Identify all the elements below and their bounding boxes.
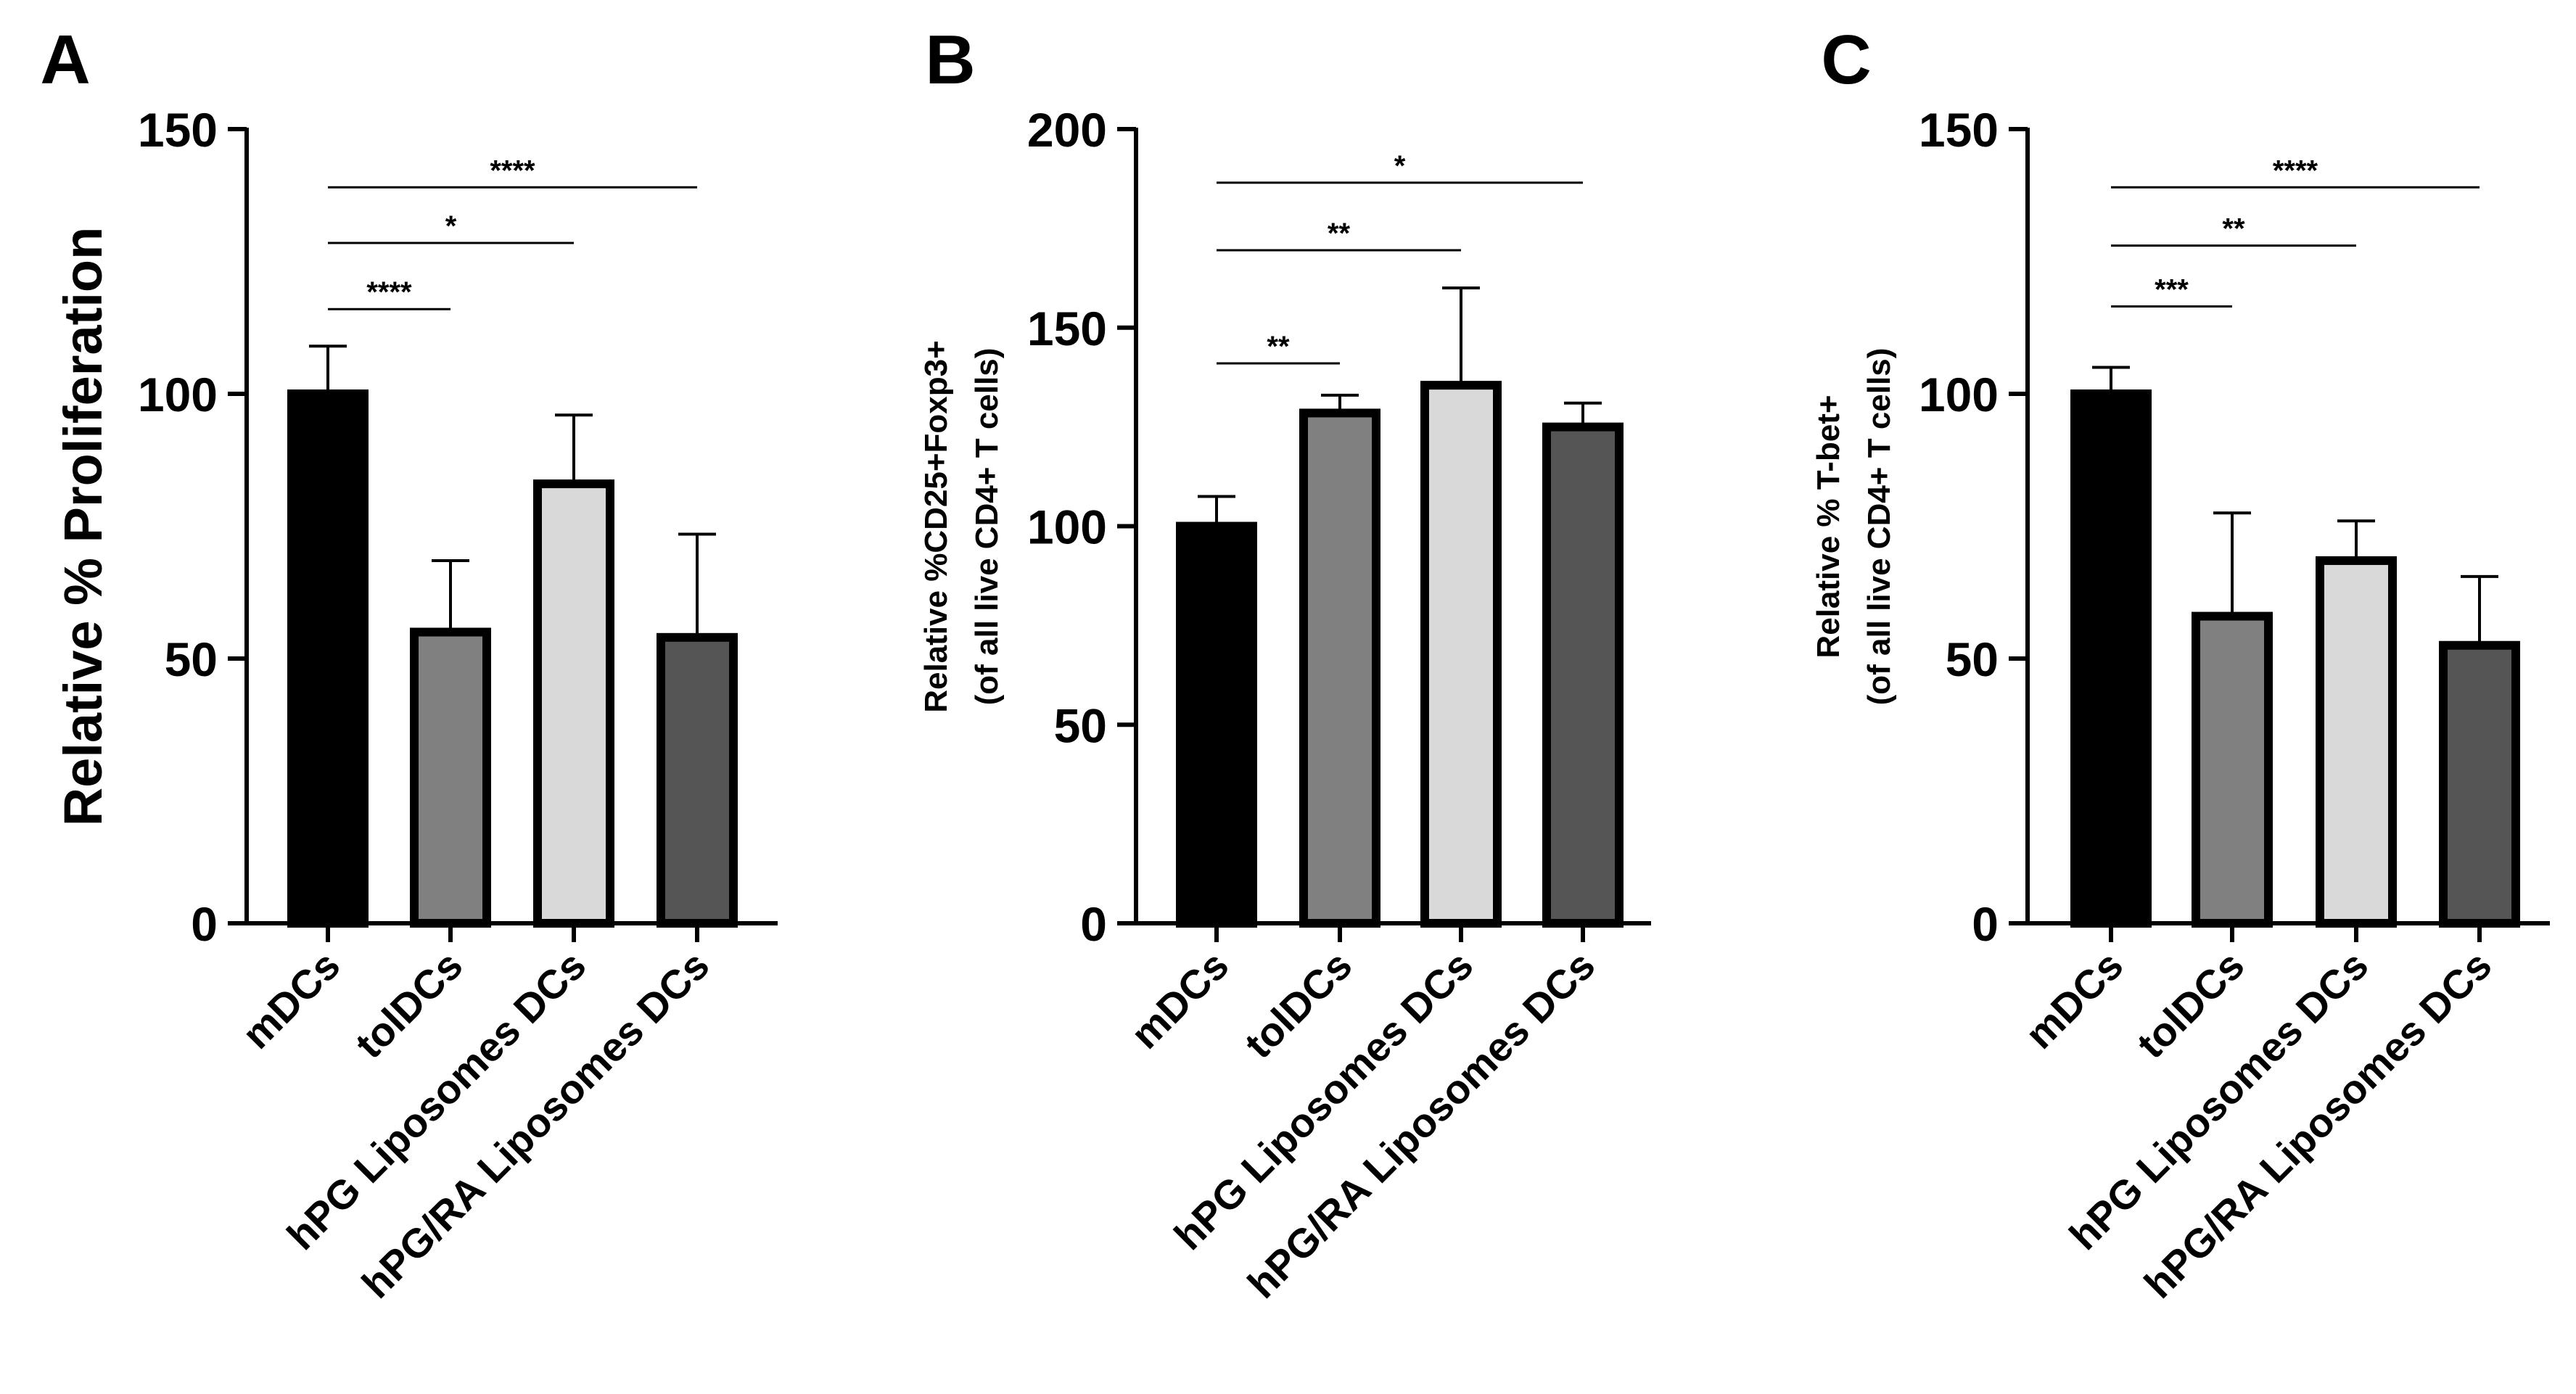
y-tick-label: 200 — [1027, 103, 1107, 157]
x-tick-label: mDCs — [2017, 942, 2132, 1057]
x-tick-label: mDCs — [234, 942, 349, 1057]
y-tick-label: 0 — [191, 897, 218, 951]
y-axis-label-line1: Relative %CD25+Foxp3+ — [918, 340, 954, 713]
panel-letter: B — [925, 21, 975, 99]
x-tick-label: tolDCs — [1235, 942, 1360, 1067]
bar — [657, 632, 738, 928]
significance-label: *** — [2155, 274, 2189, 306]
y-tick-label: 50 — [1946, 632, 1999, 686]
x-tick-label: tolDCs — [2128, 942, 2252, 1067]
x-tick-label: tolDCs — [346, 942, 471, 1067]
y-tick-label: 150 — [138, 103, 218, 157]
significance-label: **** — [366, 276, 412, 308]
bar — [287, 389, 369, 928]
bar — [2316, 556, 2397, 928]
y-tick-label: 100 — [1027, 500, 1107, 554]
y-tick-label: 150 — [1027, 302, 1107, 355]
y-tick-label: 50 — [1054, 698, 1107, 752]
significance-label: **** — [490, 154, 535, 186]
bar — [2439, 640, 2520, 928]
significance-label: * — [1394, 150, 1406, 182]
y-axis-label-line1: Relative % T-bet+ — [1811, 395, 1846, 658]
y-tick-label: 150 — [1919, 103, 1999, 157]
bar — [410, 627, 491, 928]
bar — [1176, 521, 1257, 928]
bar — [1299, 408, 1380, 928]
significance-label: ** — [1328, 218, 1351, 249]
significance-label: ** — [2222, 213, 2245, 245]
panel-letter: C — [1821, 21, 1871, 99]
x-tick-label: mDCs — [1122, 942, 1238, 1057]
y-tick-label: 0 — [1080, 897, 1107, 951]
bar — [533, 479, 614, 928]
y-tick-label: 100 — [138, 368, 218, 421]
significance-label: ** — [1267, 331, 1290, 363]
panel-letter: A — [40, 21, 90, 99]
y-tick-label: 50 — [165, 632, 218, 686]
bar — [1542, 422, 1624, 928]
y-axis-label-line2: (of all live CD4+ T cells) — [1861, 348, 1897, 706]
significance-label: **** — [2273, 154, 2318, 186]
bar — [2070, 389, 2152, 928]
y-tick-label: 100 — [1919, 368, 1999, 421]
y-axis-label-line2: (of all live CD4+ T cells) — [969, 348, 1005, 706]
bar — [1420, 381, 1502, 928]
y-tick-label: 0 — [1972, 897, 1999, 951]
bar — [2192, 611, 2273, 928]
y-axis-label: Relative % Proliferation — [53, 227, 113, 827]
significance-label: * — [445, 210, 457, 242]
